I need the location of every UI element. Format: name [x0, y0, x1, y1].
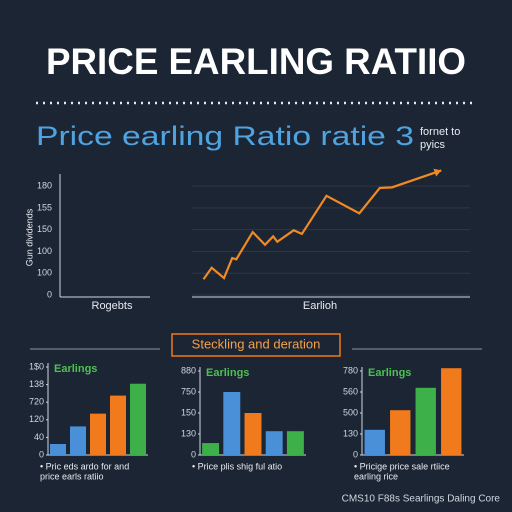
y-tick-label: 120 — [29, 414, 44, 424]
y-tick-label: 750 — [181, 386, 196, 396]
y-tick-label: 0 — [353, 449, 358, 459]
y-axis-label: Gun dividends — [24, 208, 34, 266]
page-title: PRICE EARLING RATIIO — [46, 41, 466, 82]
x-axis-label: Rogebts — [92, 300, 133, 312]
y-tick-label: 0 — [47, 289, 52, 299]
y-tick-label: 180 — [37, 181, 52, 191]
y-tick-label: 0 — [191, 449, 196, 459]
chart-caption: • Pric eds ardo for and — [40, 461, 129, 471]
y-tick-label: 500 — [343, 407, 358, 417]
subtitle-note: pyics — [420, 139, 446, 151]
chart-caption: • Price plis shig ful atio — [192, 461, 282, 471]
y-tick-label: 100 — [37, 268, 52, 278]
chart-title: Earlings — [206, 367, 249, 379]
bar — [70, 426, 86, 455]
y-tick-label: 0 — [39, 449, 44, 459]
footer: CMS10 F88s Searlings Daling Core — [342, 494, 501, 505]
chart-title: Earlings — [54, 363, 97, 375]
y-tick-label: 720 — [29, 397, 44, 407]
bar — [364, 429, 385, 455]
banner-box — [171, 333, 341, 357]
price-line — [202, 169, 442, 280]
bar — [202, 443, 220, 455]
bar — [244, 413, 262, 455]
x-axis-label: Earlioh — [303, 300, 337, 312]
y-tick-label: 880 — [181, 365, 196, 375]
y-tick-label: 150 — [37, 224, 52, 234]
chart-caption: earling rice — [354, 471, 398, 481]
bar — [415, 387, 436, 455]
y-tick-label: 138 — [29, 379, 44, 389]
y-tick-label: 130 — [343, 428, 358, 438]
y-tick-label: 780 — [343, 365, 358, 375]
y-tick-label: 150 — [181, 407, 196, 417]
y-tick-label: 155 — [37, 202, 52, 212]
bar — [286, 431, 304, 455]
bar — [441, 368, 462, 455]
chart-title: Earlings — [368, 367, 411, 379]
y-tick-label: 1$0 — [29, 361, 44, 371]
bar — [265, 431, 283, 455]
bar — [90, 413, 106, 455]
y-tick-label: 40 — [34, 432, 44, 442]
subtitle-note: fornet to — [420, 126, 460, 138]
chart-caption: price earls ratiio — [40, 471, 104, 481]
y-tick-label: 100 — [37, 246, 52, 256]
banner: Steckling and deration — [192, 336, 321, 351]
bar — [390, 410, 411, 455]
bar — [223, 392, 241, 455]
y-tick-label: 560 — [343, 386, 358, 396]
bar — [130, 383, 146, 455]
chart-caption: • Pricige price sale rtiice — [354, 461, 450, 471]
subtitle: Price earling Ratio ratie 3 — [36, 121, 414, 151]
y-tick-label: 130 — [181, 428, 196, 438]
bar — [50, 444, 66, 455]
bar — [110, 395, 126, 455]
arrow-head — [433, 168, 442, 177]
